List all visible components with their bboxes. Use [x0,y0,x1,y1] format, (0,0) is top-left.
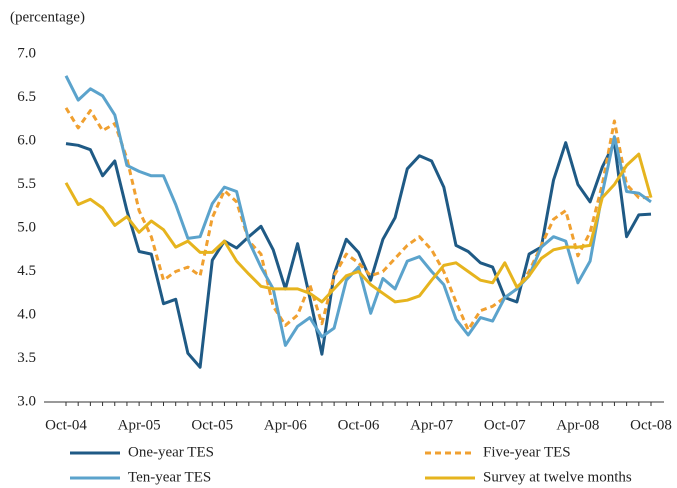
y-tick-label: 4.0 [17,306,36,322]
x-tick-label: Oct-07 [484,417,526,433]
legend-label: Ten-year TES [128,469,211,485]
y-tick-label: 5.0 [17,219,36,235]
legend-label: Survey at twelve months [483,469,632,485]
x-tick-label: Oct-04 [45,417,87,433]
x-tick-label: Apr-05 [118,417,161,433]
legend-label: One-year TES [128,444,214,460]
y-tick-label: 3.5 [17,350,36,366]
x-tick-label: Oct-05 [191,417,233,433]
y-tick-label: 7.0 [17,45,36,61]
x-tick-label: Oct-08 [630,417,672,433]
series-line [64,107,651,332]
x-tick-label: Apr-08 [556,417,599,433]
series-line [64,152,653,304]
series-line [65,141,652,369]
y-tick-label: 6.0 [17,132,36,148]
y-tick-label: 4.5 [17,263,36,279]
y-tick-label: 3.0 [17,393,36,409]
legend-label: Five-year TES [483,444,571,460]
x-tick-label: Apr-07 [410,417,454,433]
y-tick-label: 5.5 [17,176,36,192]
x-tick-label: Apr-06 [264,417,308,433]
x-tick-label: Oct-06 [338,417,380,433]
y-tick-label: 6.5 [17,89,36,105]
y-axis-label: (percentage) [10,9,85,25]
series-line [64,75,652,347]
